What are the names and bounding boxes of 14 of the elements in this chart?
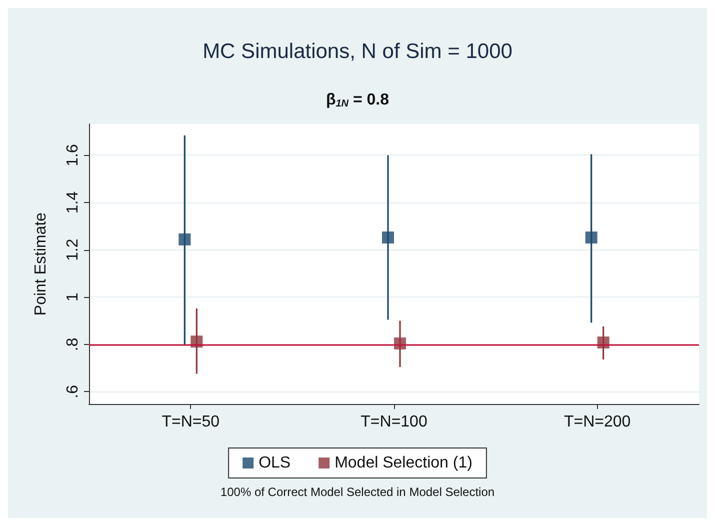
y-tick-label: 1.6: [64, 144, 82, 166]
x-tick-label: T=N=200: [564, 414, 631, 430]
y-tick-label: 1.2: [64, 238, 82, 261]
y-tick-label: 1.4: [64, 191, 82, 214]
legend-label: Model Selection (1): [334, 454, 472, 472]
x-tick-label: T=N=100: [360, 414, 428, 430]
legend-label: OLS: [258, 454, 291, 472]
x-tick-label: T=N=50: [162, 414, 220, 430]
y-axis-title: Point Estimate: [32, 212, 50, 316]
chart-title: MC Simulations, N of Sim = 1000: [202, 40, 512, 63]
y-tick-label: .8: [64, 338, 82, 352]
y-tick-label: .6: [64, 384, 82, 398]
text: 100% of Correct Model Selected in Model Selection: [220, 485, 495, 499]
y-tick-label: 1: [64, 292, 82, 302]
